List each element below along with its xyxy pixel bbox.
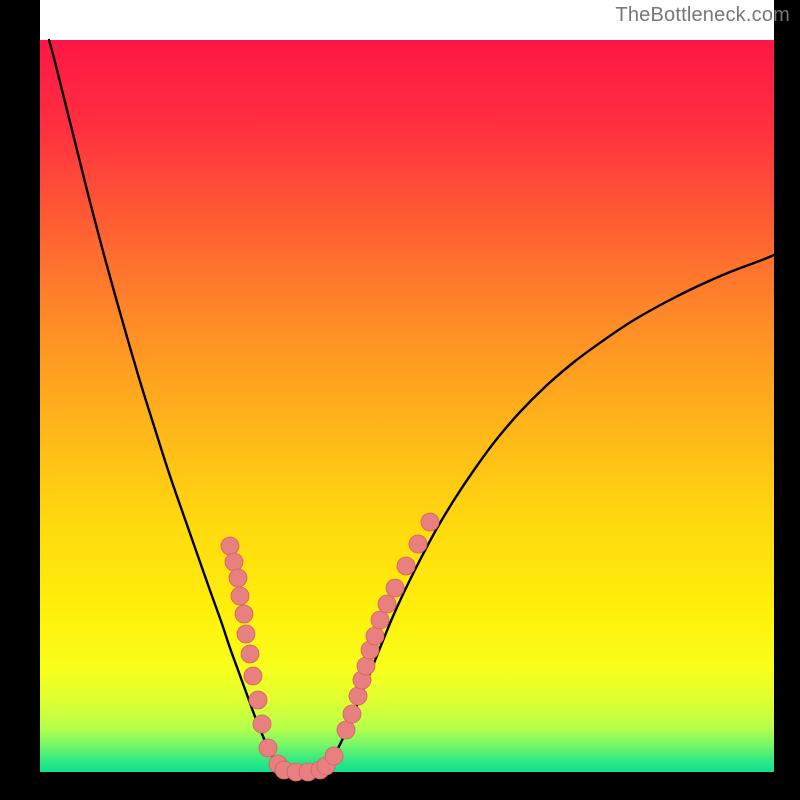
data-marker — [343, 705, 361, 723]
bottleneck-curve-chart — [0, 0, 800, 800]
data-marker — [229, 569, 247, 587]
data-marker — [366, 627, 384, 645]
data-marker — [249, 691, 267, 709]
data-marker — [397, 557, 415, 575]
data-marker — [253, 715, 271, 733]
data-marker — [244, 667, 262, 685]
data-marker — [378, 595, 396, 613]
data-marker — [259, 739, 277, 757]
plot-background — [40, 40, 774, 772]
data-marker — [235, 605, 253, 623]
data-marker — [325, 747, 343, 765]
data-marker — [225, 553, 243, 571]
chart-container: TheBottleneck.com — [0, 0, 800, 800]
data-marker — [231, 587, 249, 605]
watermark-text: TheBottleneck.com — [615, 4, 790, 27]
data-marker — [221, 537, 239, 555]
data-marker — [421, 513, 439, 531]
data-marker — [237, 625, 255, 643]
data-marker — [371, 611, 389, 629]
data-marker — [349, 687, 367, 705]
data-marker — [241, 645, 259, 663]
data-marker — [409, 535, 427, 553]
data-marker — [386, 579, 404, 597]
data-marker — [357, 657, 375, 675]
data-marker — [337, 721, 355, 739]
